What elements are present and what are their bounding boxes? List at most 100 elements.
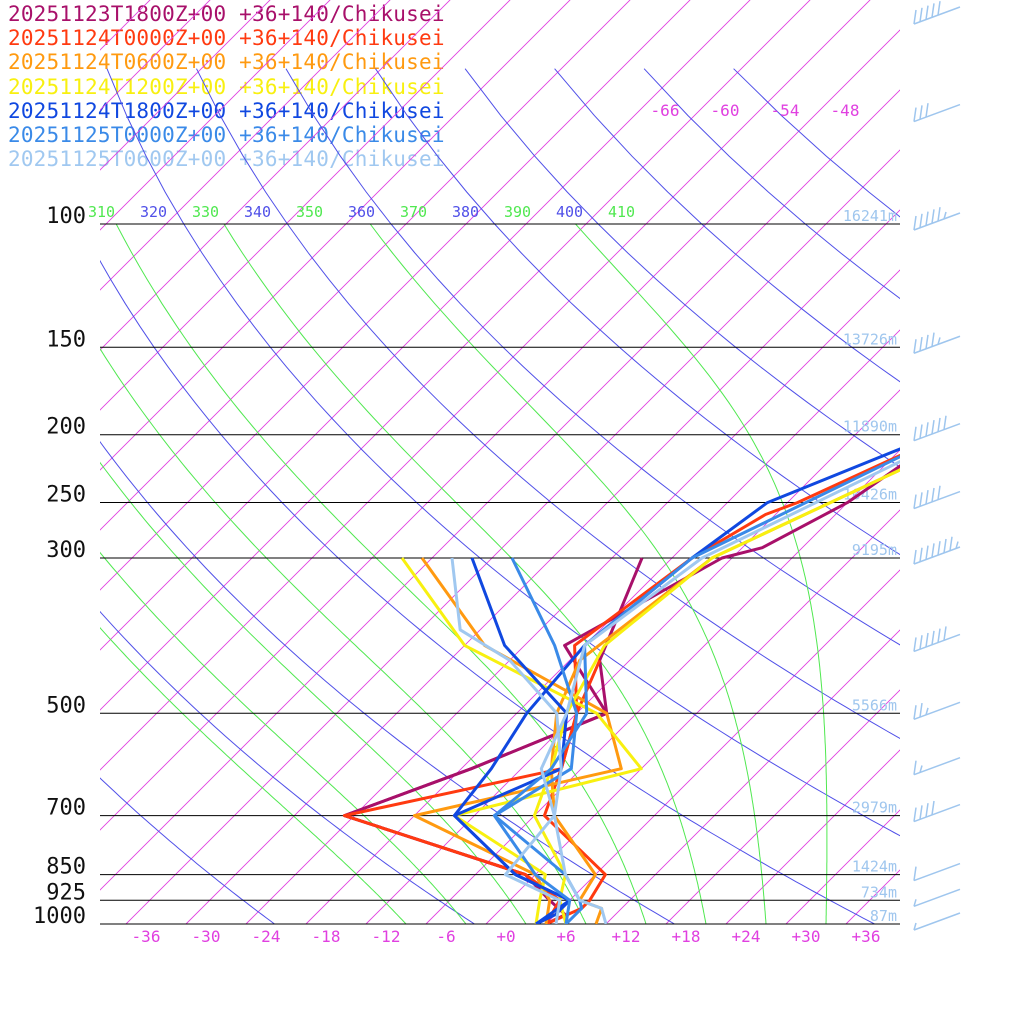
isotherm-line: [665, 689, 900, 924]
temperature-line: [539, 459, 900, 924]
isotherm-line: [100, 0, 211, 111]
moist-adiabat-line: [100, 461, 527, 924]
height-label: 734m: [861, 883, 897, 901]
theta-label: 400: [556, 203, 583, 221]
dry-adiabat-line: [464, 68, 900, 468]
temperature-tick: +6: [556, 927, 575, 946]
pressure-label: 100: [46, 204, 86, 229]
height-label: 9195m: [852, 541, 897, 559]
height-label: 11890m: [843, 418, 897, 436]
isotherm-line: [100, 89, 900, 891]
wind-barb: [913, 485, 961, 510]
temperature-tick: +18: [672, 927, 701, 946]
dry-adiabat-line: [554, 68, 900, 383]
pressure-label: 500: [46, 693, 86, 718]
moist-adiabat-line: [369, 223, 767, 924]
theta-labels: 310 320 330 340 350 360 370 380 390 400 410: [88, 203, 635, 221]
dry-adiabat-line: [100, 777, 276, 924]
isotherm-line: [0, 0, 355, 924]
upper-temperature-label: -54: [771, 101, 800, 120]
moist-adiabat-line: [575, 223, 828, 924]
isotherm-line: [125, 149, 900, 924]
pressure-label: 1000: [33, 904, 86, 929]
theta-label: 390: [504, 203, 531, 221]
theta-label: 330: [192, 203, 219, 221]
isotherm-line: [245, 269, 900, 924]
temperature-tick: -12: [372, 927, 401, 946]
dry-adiabat-line: [196, 68, 900, 740]
isotherm-line: [485, 509, 900, 924]
dry-adiabat-line: [375, 68, 900, 556]
upper-temperature-label: -66: [651, 101, 680, 120]
isotherm-line: [906, 0, 1024, 924]
isotherm-line: [100, 0, 631, 531]
isotherm-line: [100, 0, 691, 591]
legend: 20251123T1800Z+00 +36+140/Chikusei 202511…: [8, 2, 445, 171]
isotherm-line: [100, 0, 451, 351]
theta-label: 360: [348, 203, 375, 221]
isotherm-line: [100, 0, 151, 51]
moist-adiabat-line: [100, 551, 467, 924]
dry-adiabat-line: [643, 68, 900, 300]
dewpoint-line: [492, 557, 579, 924]
theta-label: 320: [140, 203, 167, 221]
isotherm-line: [966, 0, 1024, 924]
dry-adiabat-line: [100, 440, 676, 924]
dewpoint-line: [342, 557, 644, 902]
isotherm-line: [100, 0, 811, 711]
legend-entry: 20251124T0600Z+00 +36+140/Chikusei: [8, 50, 445, 75]
wind-barbs: [913, 1, 961, 931]
wind-barb: [913, 415, 961, 442]
temperature-tick: +30: [792, 927, 821, 946]
temperature-tick: -6: [436, 927, 455, 946]
isotherm-line: [100, 0, 571, 471]
isotherm-line: [725, 749, 900, 924]
wind-barb: [913, 626, 961, 653]
wind-barb: [913, 701, 961, 720]
pressure-label: 250: [46, 483, 86, 508]
pressure-label: 700: [46, 796, 86, 821]
upper-temperature-label: -48: [831, 101, 860, 120]
legend-entry: 20251124T1200Z+00 +36+140/Chikusei: [8, 74, 445, 99]
height-label: 5566m: [852, 696, 897, 714]
wind-barb: [913, 757, 961, 776]
wind-barb: [913, 912, 961, 931]
legend-entry: 20251125T0000Z+00 +36+140/Chikusei: [8, 123, 445, 148]
wind-barb: [913, 536, 961, 565]
isotherm-line: [100, 0, 871, 771]
isotherm-line: [100, 0, 271, 171]
legend-entry: 20251124T0000Z+00 +36+140/Chikusei: [8, 26, 445, 51]
moist-adiabat-line: [100, 627, 407, 924]
theta-label: 370: [400, 203, 427, 221]
upper-temperature-label: -60: [711, 101, 740, 120]
legend-entry: 20251125T0600Z+00 +36+140/Chikusei: [8, 147, 445, 172]
wind-barb: [913, 103, 961, 123]
theta-label: 310: [88, 203, 115, 221]
moist-adiabat-line: [115, 223, 647, 924]
pressure-label: 300: [46, 538, 86, 563]
wind-barb: [913, 207, 961, 231]
theta-label: 410: [608, 203, 635, 221]
height-label: 2979m: [852, 799, 897, 817]
height-label: 1424m: [852, 858, 897, 876]
isotherm-line: [100, 0, 751, 651]
isotherm-line: [365, 389, 900, 924]
isotherm-line: [100, 0, 511, 411]
isotherm-line: [100, 0, 331, 231]
moist-adiabat-lines: [100, 223, 828, 924]
axis-labels: -36 -30 -24 -18 -12 -6 +0 +6 +12 +18 +24 +30 +36 -66 -…: [132, 101, 881, 946]
height-label: 87m: [870, 907, 897, 925]
pressure-label: 850: [46, 855, 86, 880]
dewpoint-line: [450, 557, 563, 924]
theta-label: 350: [296, 203, 323, 221]
moist-adiabat-line: [100, 347, 587, 924]
pressure-label: 925: [46, 880, 86, 905]
isotherm-line: [425, 449, 900, 924]
theta-label: 340: [244, 203, 271, 221]
isotherm-line: [545, 569, 900, 924]
temperature-line: [542, 453, 900, 924]
temperature-line: [452, 447, 900, 924]
temperature-tick: +0: [496, 927, 515, 946]
isotherm-line: [605, 629, 900, 924]
